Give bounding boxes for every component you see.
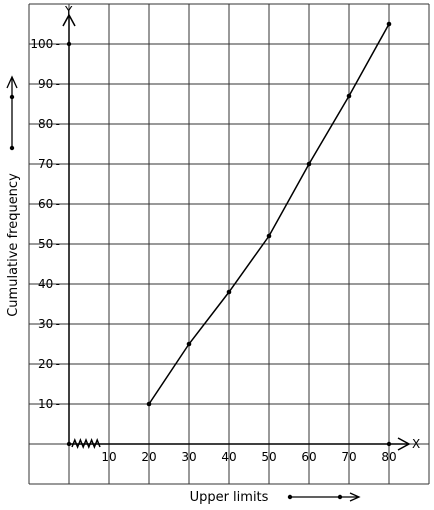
- x-tick-labels: 10 20 30 40 50 60 70 80: [101, 450, 396, 464]
- series: [146, 21, 392, 407]
- axis-break-mark: [71, 437, 101, 450]
- x-axis-arrowhead: [397, 437, 411, 451]
- y-tick-label: 20 -: [38, 357, 60, 371]
- x-label-arrow-icon: [287, 492, 361, 502]
- data-point: [306, 161, 312, 167]
- y-tick-label: 30 -: [38, 317, 60, 331]
- y-tick-label: 90 -: [38, 77, 60, 91]
- x-axis-label: Upper limits: [190, 490, 269, 505]
- y-tick-label: 100 -: [30, 37, 60, 51]
- y-tick-label: 80 -: [38, 117, 60, 131]
- y-tick-label: 40 -: [38, 277, 60, 291]
- y-tick-label: 60 -: [38, 197, 60, 211]
- data-point: [346, 93, 352, 99]
- x-tick-label: 60: [301, 450, 316, 464]
- y-tick-label: 10 -: [38, 397, 60, 411]
- y-tick-labels: 10 - 20 - 30 - 40 - 50 - 60 - 70 - 80 - 90 - 100 …: [30, 37, 60, 411]
- data-point: [386, 21, 392, 27]
- x-axis-letter: X: [412, 437, 420, 451]
- x-axis-end-point: [386, 441, 392, 447]
- x-tick-label: 70: [341, 450, 356, 464]
- x-tick-label: 40: [221, 450, 236, 464]
- data-point: [266, 233, 272, 239]
- x-tick-label: 80: [381, 450, 396, 464]
- grid: [28, 3, 430, 485]
- y-axis-top-point: [66, 41, 72, 47]
- data-point: [226, 289, 232, 295]
- origin-point: [66, 441, 72, 447]
- y-axis-label: Cumulative frequency: [6, 173, 21, 317]
- x-tick-label: 50: [261, 450, 276, 464]
- x-tick-label: 30: [181, 450, 196, 464]
- data-point: [186, 341, 192, 347]
- axes: [62, 13, 411, 451]
- y-axis-letter: Y: [64, 4, 73, 18]
- y-axis-arrowhead: [62, 13, 76, 27]
- y-tick-label: 50 -: [38, 237, 60, 251]
- y-tick-label: 70 -: [38, 157, 60, 171]
- x-tick-label: 20: [141, 450, 156, 464]
- y-label-arrow-icon: [6, 75, 18, 151]
- data-point: [146, 401, 152, 407]
- x-tick-label: 10: [101, 450, 116, 464]
